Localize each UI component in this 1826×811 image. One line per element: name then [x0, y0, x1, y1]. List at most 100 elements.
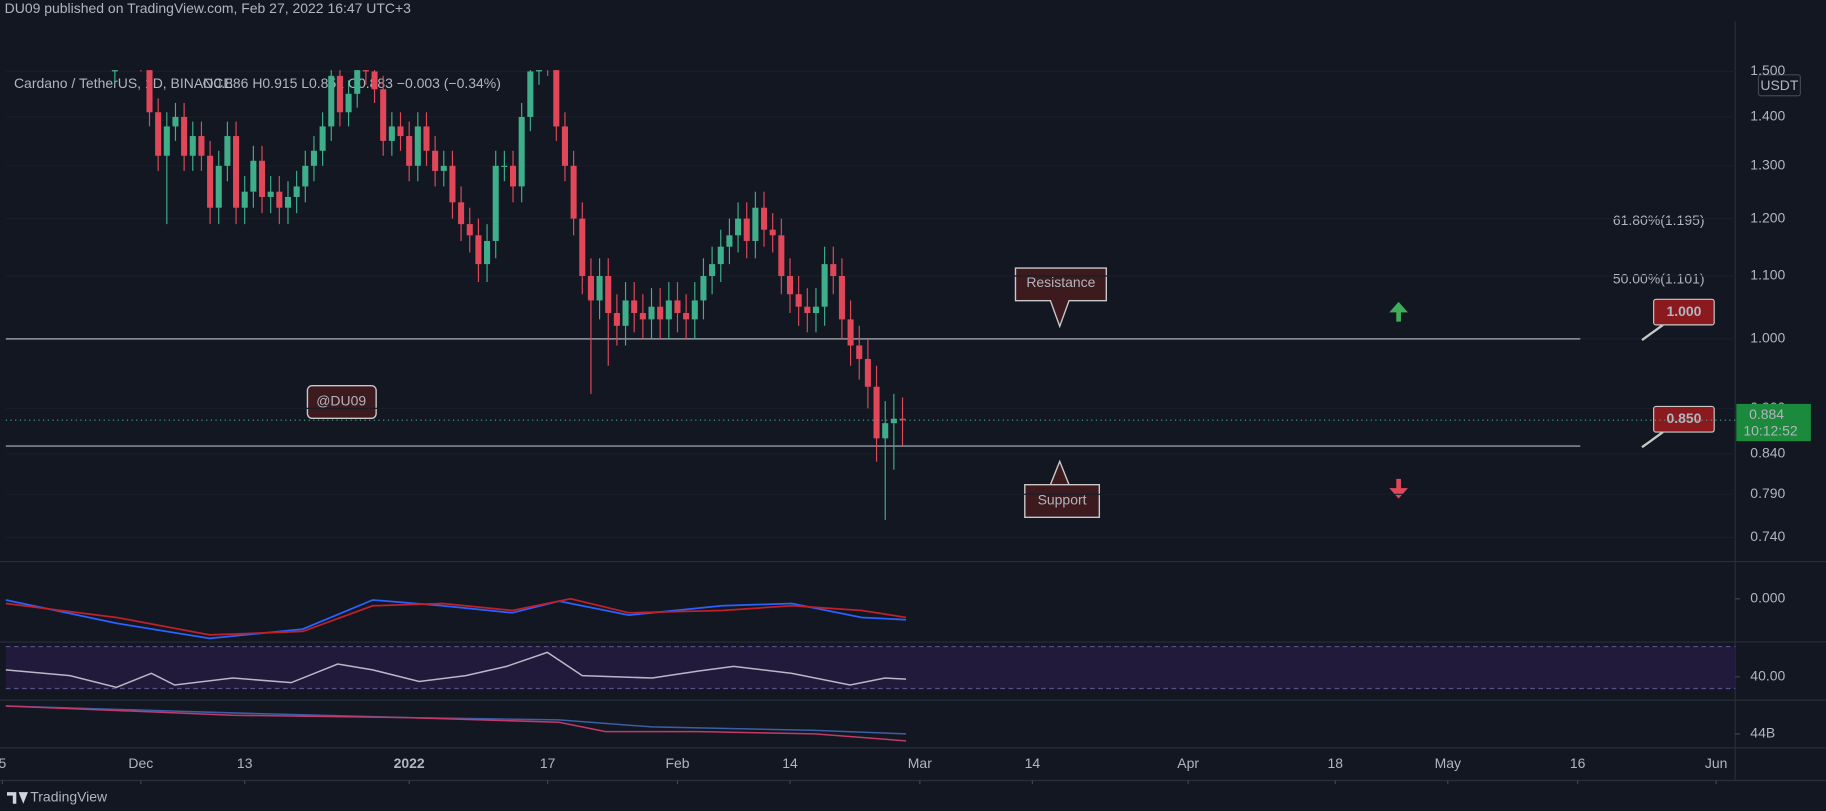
x-tick-label: 14 — [782, 755, 798, 771]
watermark-callout: @DU09 — [306, 385, 377, 420]
watermark: @DU09 — [316, 393, 366, 409]
candle-body — [172, 116, 179, 127]
support-callout: Support — [1024, 459, 1101, 518]
candle-body — [276, 191, 283, 208]
candle-body — [449, 165, 456, 203]
pane-tick-label: 44B — [1750, 725, 1775, 741]
candle-body — [458, 202, 465, 225]
level-label: 0.850 — [1666, 410, 1701, 426]
candle-body — [873, 386, 880, 439]
x-tick-label: Apr — [1177, 755, 1199, 771]
candle-body — [406, 136, 413, 166]
candle-body — [388, 126, 395, 141]
candle-body — [509, 165, 517, 187]
y-tick-label: 1.000 — [1750, 330, 1785, 346]
fib-label: 61.80%(1.195) — [1613, 212, 1705, 228]
candle-body — [882, 423, 889, 439]
candle-body — [293, 186, 300, 197]
candle-body — [804, 306, 811, 313]
candle-body — [743, 218, 750, 241]
candle-body — [198, 136, 205, 156]
candle-body — [250, 160, 257, 192]
candle-body — [224, 136, 231, 166]
candle-body — [163, 126, 170, 156]
x-tick-label: 13 — [237, 755, 253, 771]
candle-body — [613, 312, 620, 326]
pane-tick-label: 40.00 — [1750, 668, 1785, 684]
candle-body — [233, 136, 240, 208]
y-tick-label: 1.100 — [1750, 267, 1785, 283]
x-tick-label: 14 — [1025, 755, 1041, 771]
candle-body — [890, 418, 897, 424]
candle-body — [336, 75, 343, 113]
candle-body — [856, 345, 863, 359]
level-leader — [1641, 431, 1664, 449]
candle-body — [258, 160, 266, 197]
candle-body — [752, 207, 759, 241]
candle-body — [475, 235, 482, 265]
candle-body — [181, 116, 188, 156]
candle-body — [354, 70, 361, 94]
brand-name: TradingView — [30, 789, 108, 805]
candle-body — [561, 126, 568, 166]
last-price-box — [1736, 403, 1811, 442]
obv-line — [5, 705, 907, 742]
level-label: 1.000 — [1666, 303, 1701, 319]
candle-body — [215, 165, 222, 208]
candle-body — [778, 235, 785, 277]
candle-body — [709, 264, 716, 277]
candle-body — [735, 218, 742, 236]
candle-body — [267, 191, 274, 197]
fib-label: 50.00%(1.101) — [1613, 270, 1705, 286]
candle-body — [674, 300, 681, 313]
level-leader — [1641, 323, 1664, 341]
brand: TradingView — [6, 789, 108, 805]
candle-body — [648, 306, 655, 320]
candle-body — [484, 240, 491, 265]
candle-body — [570, 165, 577, 219]
macd-line — [5, 599, 907, 640]
candle-body — [683, 312, 690, 320]
candle-body — [527, 71, 534, 117]
candle-body — [466, 224, 473, 236]
last-price-label: 0.884 — [1749, 406, 1784, 422]
candle-body — [362, 70, 369, 72]
x-tick-label: 17 — [540, 755, 556, 771]
x-tick-label: Feb — [665, 755, 689, 771]
candle-body — [207, 155, 214, 208]
byline: DU09 published on TradingView.com, Feb 2… — [5, 0, 411, 16]
candle-body — [631, 300, 638, 313]
candle-body — [864, 358, 871, 387]
obv-ma — [5, 705, 907, 735]
candle-body — [761, 207, 768, 230]
signal-line — [5, 597, 907, 636]
candle-body — [553, 70, 560, 127]
countdown: 10:12:52 — [1743, 423, 1798, 439]
candle-body — [622, 300, 629, 326]
chart-title: Cardano / TetherUS, 1D, BINANCE — [14, 75, 233, 91]
unit-box — [1757, 74, 1801, 97]
candle-body — [414, 126, 421, 166]
candle-body — [821, 264, 828, 307]
pane-tick-label: 0.000 — [1750, 590, 1785, 606]
candle-body — [284, 196, 292, 208]
candle-body — [700, 276, 707, 301]
x-tick-label: May — [1435, 755, 1461, 771]
candle-body — [328, 75, 335, 127]
candle-body — [639, 312, 646, 320]
candle-body — [432, 150, 439, 171]
candle-body — [302, 165, 309, 187]
candle-body — [899, 418, 906, 421]
candle-body — [812, 306, 819, 313]
candle-body — [423, 126, 430, 151]
candle-body — [241, 191, 248, 208]
y-tick-label: 0.840 — [1750, 445, 1785, 461]
candle-body — [155, 112, 162, 156]
candle-body — [605, 276, 612, 313]
y-tick-label: 0.740 — [1750, 528, 1785, 544]
candle-body — [371, 71, 378, 90]
candle-body — [847, 319, 854, 346]
